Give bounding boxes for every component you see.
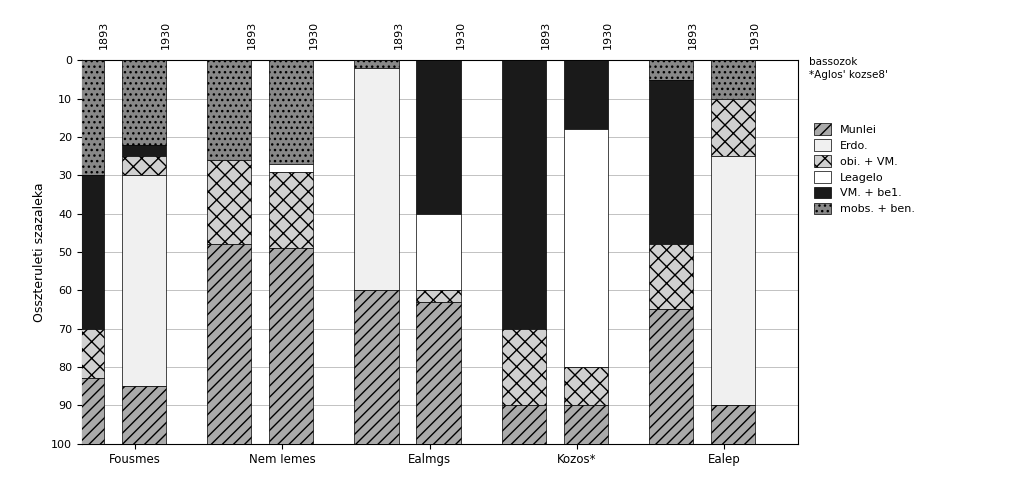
Bar bbox=[416, 302, 460, 444]
Bar bbox=[59, 379, 104, 444]
Bar bbox=[207, 60, 252, 160]
Bar bbox=[122, 386, 166, 444]
Bar bbox=[269, 171, 313, 248]
Bar bbox=[501, 329, 546, 405]
Text: bassozok
*Aglos' kozse8': bassozok *Aglos' kozse8' bbox=[808, 56, 888, 80]
Bar bbox=[564, 60, 608, 130]
Bar bbox=[354, 60, 399, 68]
Text: 1930: 1930 bbox=[603, 21, 613, 49]
Bar bbox=[354, 290, 399, 444]
Bar bbox=[122, 145, 166, 156]
Text: 1930: 1930 bbox=[161, 21, 171, 49]
Text: 1930: 1930 bbox=[455, 21, 465, 49]
Bar bbox=[649, 244, 694, 309]
Text: 1893: 1893 bbox=[394, 21, 404, 49]
Text: 1930: 1930 bbox=[750, 21, 760, 49]
Legend: Munlei, Erdo., obi. + VM., Leagelo, VM. + be1., mobs. + ben.: Munlei, Erdo., obi. + VM., Leagelo, VM. … bbox=[814, 123, 915, 214]
Text: 1893: 1893 bbox=[541, 21, 551, 49]
Bar bbox=[711, 99, 755, 156]
Bar bbox=[269, 248, 313, 444]
Y-axis label: Osszteruleti szazaleka: Osszteruleti szazaleka bbox=[33, 182, 46, 322]
Bar bbox=[711, 60, 755, 99]
Bar bbox=[711, 156, 755, 405]
Bar bbox=[269, 164, 313, 171]
Bar bbox=[564, 405, 608, 444]
Bar bbox=[649, 309, 694, 444]
Bar bbox=[564, 130, 608, 367]
Text: 1930: 1930 bbox=[308, 21, 318, 49]
Bar bbox=[416, 290, 460, 302]
Bar bbox=[711, 405, 755, 444]
Bar bbox=[564, 367, 608, 405]
Bar bbox=[122, 156, 166, 175]
Bar bbox=[649, 80, 694, 244]
Bar bbox=[122, 60, 166, 145]
Bar bbox=[416, 60, 460, 214]
Text: 1893: 1893 bbox=[99, 21, 109, 49]
Bar bbox=[59, 329, 104, 379]
Bar bbox=[501, 60, 546, 329]
Bar bbox=[59, 175, 104, 329]
Bar bbox=[354, 68, 399, 290]
Bar bbox=[416, 214, 460, 290]
Bar bbox=[501, 405, 546, 444]
Bar bbox=[649, 60, 694, 80]
Text: 1893: 1893 bbox=[247, 21, 257, 49]
Bar bbox=[207, 244, 252, 444]
Text: 1893: 1893 bbox=[688, 21, 699, 49]
Bar bbox=[269, 60, 313, 164]
Bar bbox=[207, 160, 252, 244]
Bar bbox=[59, 60, 104, 175]
Bar bbox=[122, 175, 166, 386]
